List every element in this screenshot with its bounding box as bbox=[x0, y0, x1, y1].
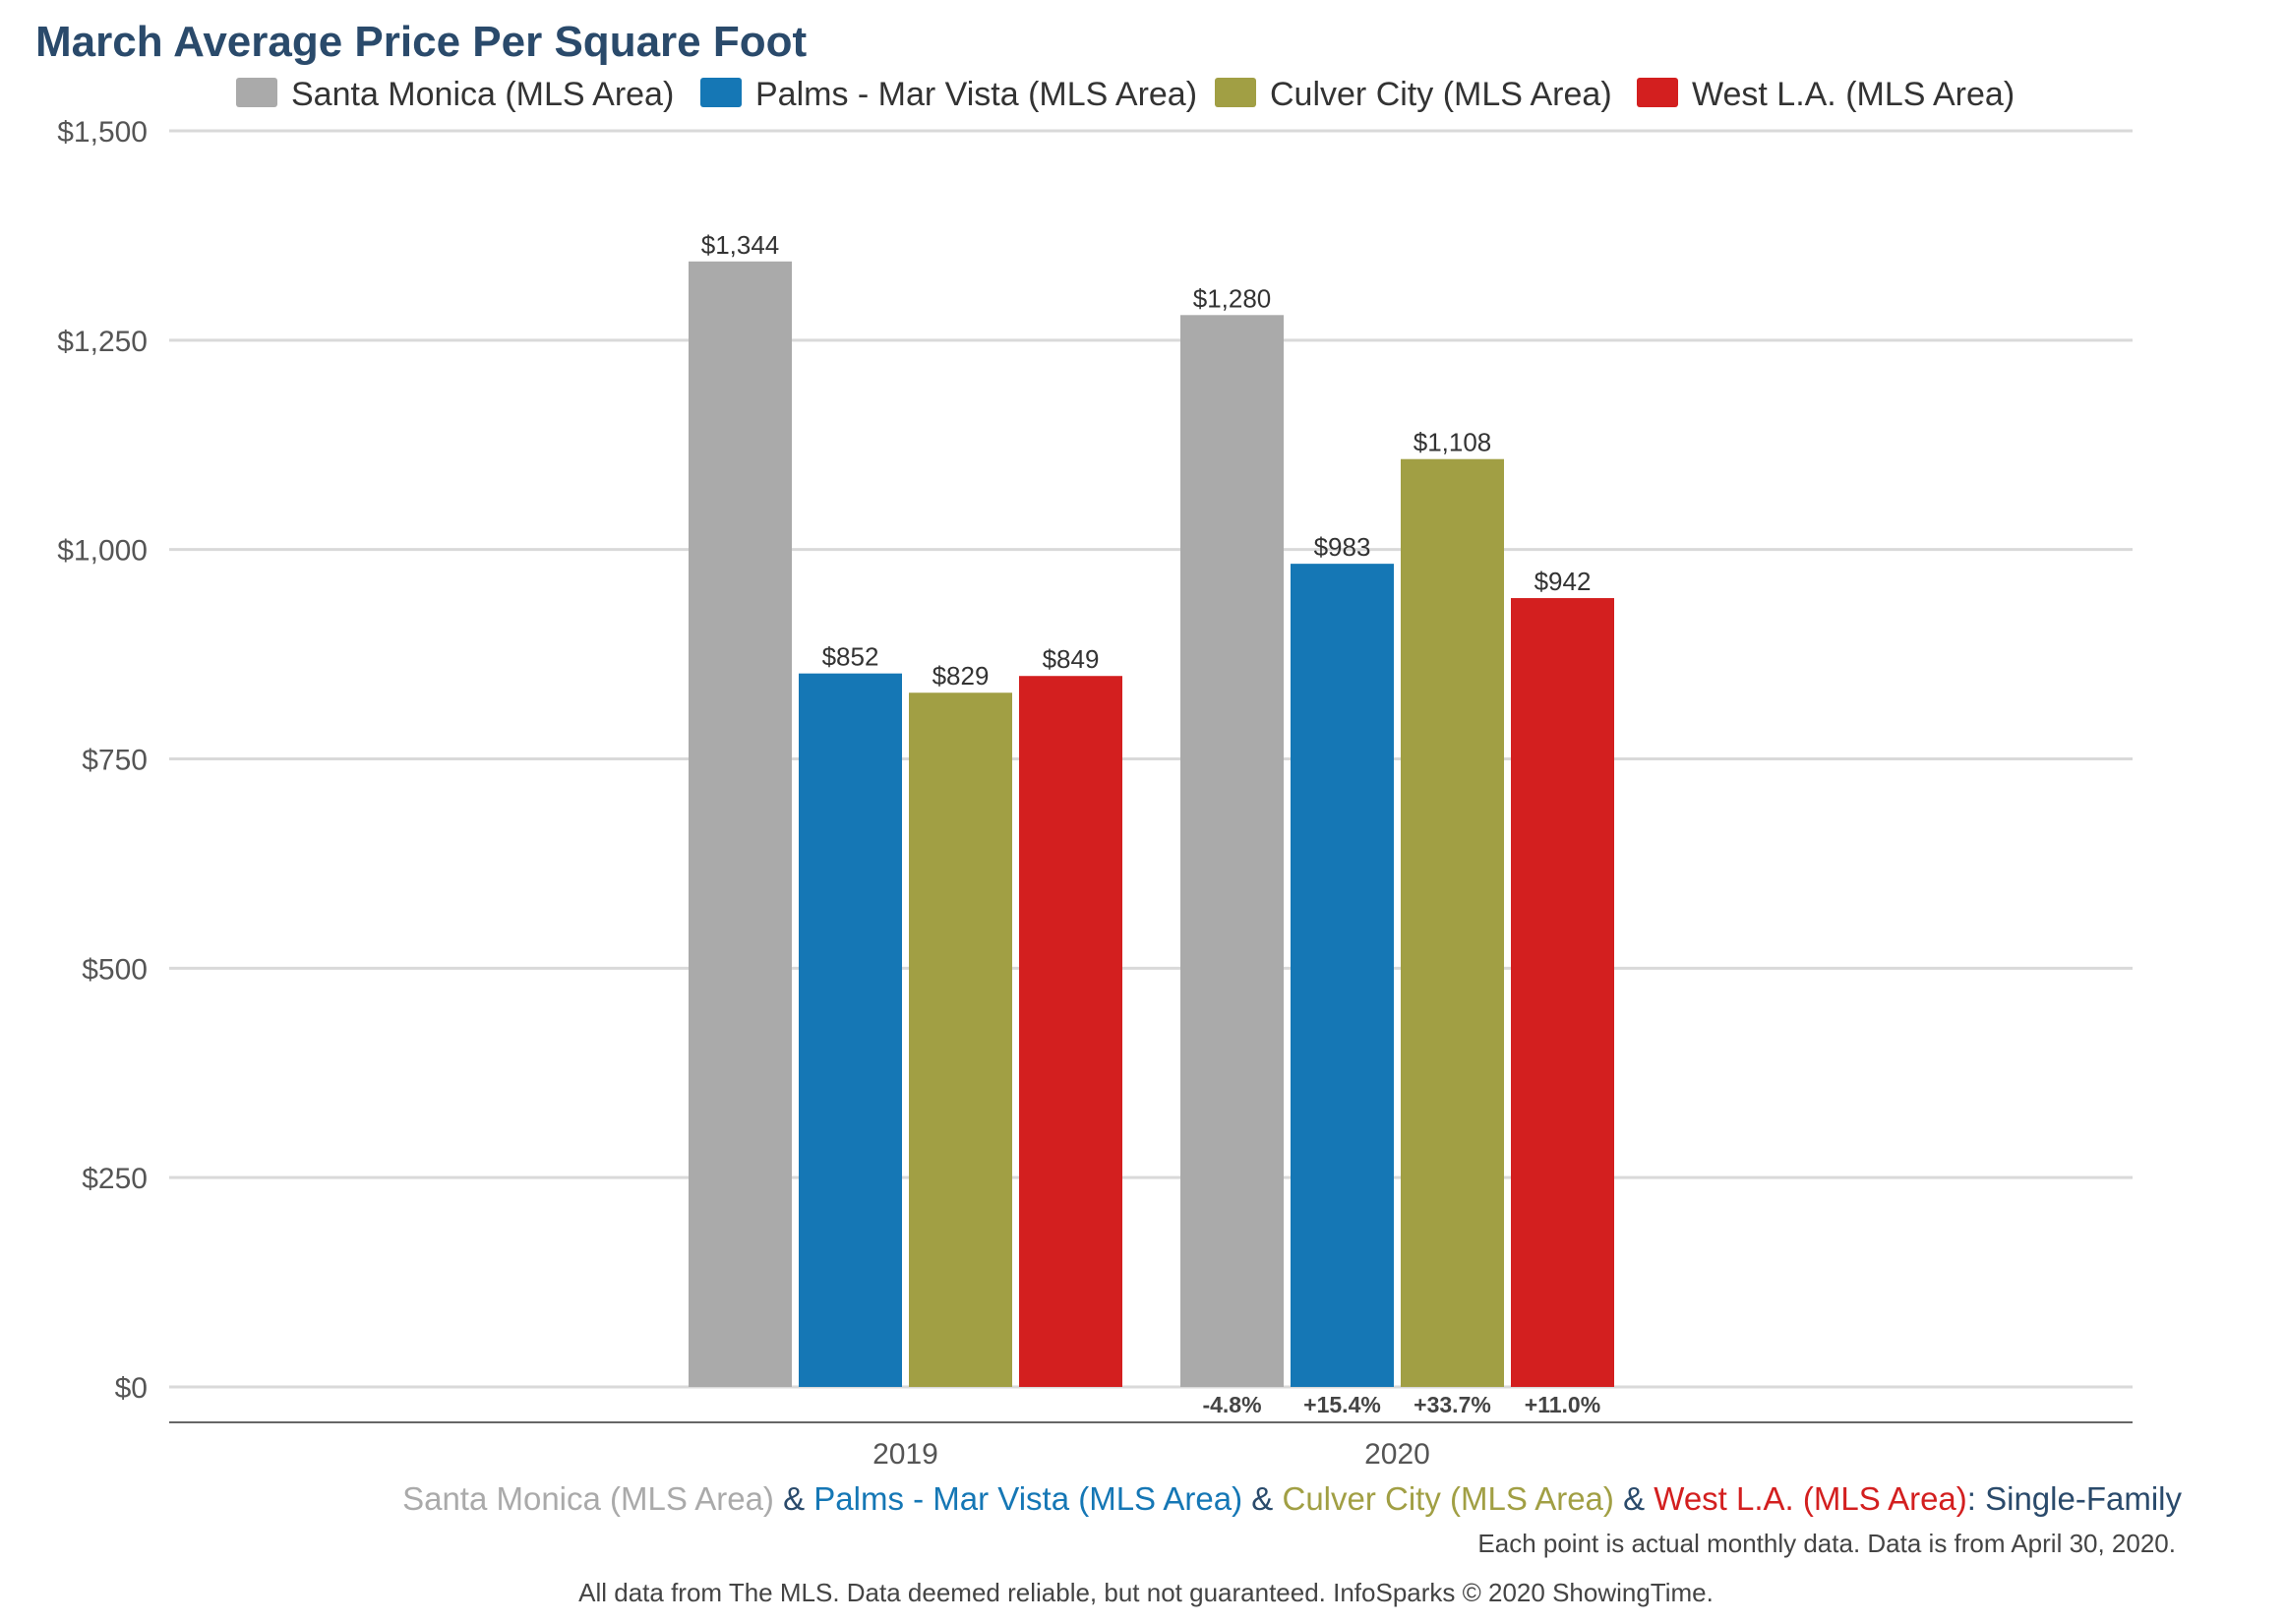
subtitle-part: Culver City (MLS Area) bbox=[1282, 1480, 1613, 1517]
bar bbox=[1019, 676, 1122, 1387]
y-tick-label: $1,250 bbox=[57, 326, 148, 358]
subtitle-part: Palms - Mar Vista (MLS Area) bbox=[813, 1480, 1242, 1517]
gridlines bbox=[169, 129, 2133, 1423]
bar-value-label: $849 bbox=[1043, 644, 1100, 674]
change-label: +11.0% bbox=[1525, 1392, 1600, 1417]
bar-value-label: $942 bbox=[1534, 567, 1592, 596]
bar bbox=[1291, 564, 1394, 1387]
legend-swatch bbox=[700, 78, 742, 107]
change-label: -4.8% bbox=[1202, 1392, 1261, 1417]
y-tick-label: $0 bbox=[115, 1372, 148, 1405]
bars bbox=[689, 261, 1614, 1388]
bar bbox=[1401, 458, 1504, 1387]
subtitle-part: & bbox=[774, 1480, 813, 1517]
bar bbox=[799, 673, 902, 1387]
y-tick-label: $1,500 bbox=[57, 116, 148, 149]
y-tick-label: $500 bbox=[82, 953, 148, 986]
legend-label: West L.A. (MLS Area) bbox=[1692, 76, 2015, 113]
change-label: +15.4% bbox=[1303, 1392, 1381, 1417]
y-tick-label: $1,000 bbox=[57, 535, 148, 568]
subtitle-part: & bbox=[1614, 1480, 1654, 1517]
y-tick-label: $750 bbox=[82, 745, 148, 777]
data-note: Each point is actual monthly data. Data … bbox=[1477, 1529, 2176, 1558]
bar-value-label: $1,108 bbox=[1414, 428, 1492, 457]
chart-subtitle: Santa Monica (MLS Area) & Palms - Mar Vi… bbox=[402, 1480, 2182, 1517]
subtitle-part: & bbox=[1242, 1480, 1282, 1517]
bar-value-label: $983 bbox=[1314, 532, 1371, 562]
subtitle-part: : Single-Family bbox=[1967, 1480, 2183, 1517]
y-tick-label: $250 bbox=[82, 1163, 148, 1195]
bar-value-label: $1,280 bbox=[1193, 283, 1272, 313]
bar-value-label: $1,344 bbox=[701, 230, 780, 260]
x-tick-label: 2020 bbox=[1364, 1438, 1430, 1471]
legend: Santa Monica (MLS Area) Palms - Mar Vista… bbox=[236, 76, 2015, 113]
legend-swatch bbox=[1215, 78, 1256, 107]
legend-swatch bbox=[1637, 78, 1678, 107]
footer-credit: All data from The MLS. Data deemed relia… bbox=[578, 1578, 1714, 1607]
bar-value-label: $829 bbox=[932, 661, 990, 691]
legend-swatch bbox=[236, 78, 277, 107]
x-axis-ticks: 2019 2020 bbox=[872, 1438, 1430, 1471]
chart-title: March Average Price Per Square Foot bbox=[35, 18, 807, 66]
subtitle-part: West L.A. (MLS Area) bbox=[1654, 1480, 1967, 1517]
bar bbox=[689, 261, 792, 1388]
x-tick-label: 2019 bbox=[872, 1438, 938, 1471]
legend-label: Santa Monica (MLS Area) bbox=[291, 76, 674, 113]
y-axis-ticks: $0 $250 $500 $750 $1,000 $1,250 $1,500 bbox=[57, 116, 148, 1405]
bar-value-label: $852 bbox=[822, 642, 879, 672]
bar bbox=[909, 692, 1012, 1387]
data-labels: $1,344 $852 $829 $849 $1,280 $983 $1,108 $942 -4… bbox=[701, 230, 1600, 1417]
legend-label: Palms - Mar Vista (MLS Area) bbox=[755, 76, 1197, 113]
bar bbox=[1180, 315, 1284, 1387]
change-label: +33.7% bbox=[1414, 1392, 1491, 1417]
legend-label: Culver City (MLS Area) bbox=[1270, 76, 1612, 113]
subtitle-part: Santa Monica (MLS Area) bbox=[402, 1480, 774, 1517]
bar bbox=[1511, 598, 1614, 1387]
